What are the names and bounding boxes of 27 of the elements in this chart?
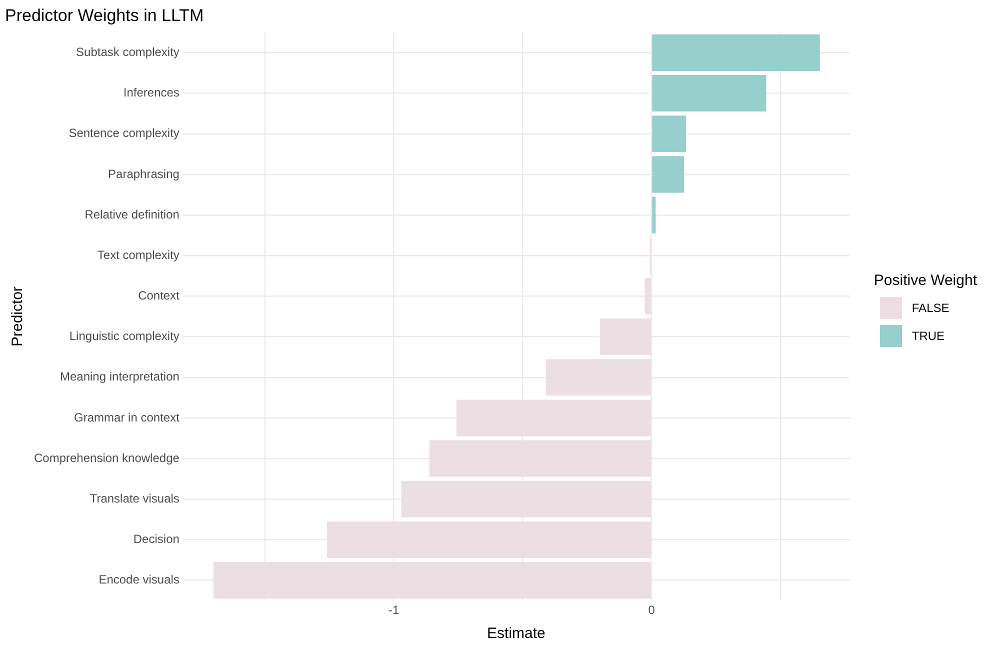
y-tick-label: Paraphrasing	[108, 166, 180, 181]
y-tick-label: Comprehension knowledge	[34, 450, 180, 465]
legend-label: FALSE	[912, 301, 950, 315]
y-tick-label: Linguistic complexity	[69, 329, 180, 344]
y-tick-label: Encode visuals	[98, 572, 180, 587]
x-tick-label: -1	[388, 603, 400, 618]
bar	[652, 196, 656, 234]
chart-title: Predictor Weights in LLTM	[5, 6, 204, 25]
legend-label: TRUE	[912, 329, 945, 343]
legend-title: Positive Weight	[874, 272, 977, 289]
y-tick-label: Meaning interpretation	[60, 370, 180, 384]
y-tick-label: Translate visuals	[90, 491, 180, 506]
bar	[652, 34, 820, 71]
x-tick-label: 0	[648, 603, 656, 618]
y-tick-label: Text complexity	[97, 248, 180, 262]
y-axis-title: Predictor	[9, 286, 26, 347]
y-tick-label: Sentence complexity	[68, 126, 180, 140]
y-tick-label: Inferences	[123, 86, 180, 100]
bar	[652, 156, 684, 193]
y-tick-label: Context	[138, 288, 180, 303]
x-axis-title: Estimate	[487, 625, 546, 642]
bar	[652, 116, 686, 152]
y-tick-label: Grammar in context	[74, 410, 180, 424]
y-tick-label: Subtask complexity	[76, 45, 180, 60]
y-tick-label: Decision	[133, 532, 180, 546]
y-tick-label: Relative definition	[84, 207, 180, 222]
bar	[652, 75, 766, 112]
